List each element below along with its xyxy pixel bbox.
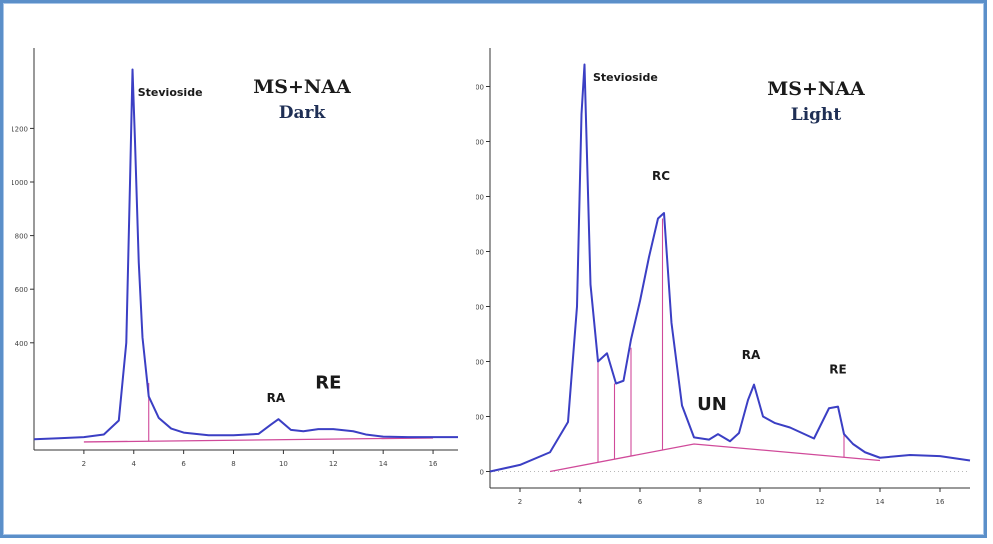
condition-subtitle: Light (790, 105, 842, 125)
y-tick-label: 400 (15, 340, 28, 348)
condition-label-dark: MS+NAA Dark (232, 74, 372, 126)
x-tick-label: 2 (82, 460, 86, 468)
chromatogram-trace (33, 68, 458, 441)
y-tick-label: 500 (476, 194, 484, 202)
x-tick-label: 10 (756, 498, 765, 506)
peak-label: RA (267, 391, 286, 405)
y-tick-label: 100 (476, 414, 484, 422)
chromatogram-light-panel: 0 100 200 300 400 500 600 700 2 4 6 8 10 12 14 16 Stevio… (471, 18, 976, 518)
peak-label: Stevioside (593, 71, 658, 84)
y-tick-label: 700 (476, 84, 484, 92)
x-tick-label: 8 (698, 498, 702, 506)
y-tick-label: 300 (476, 304, 484, 312)
integration-baseline (83, 437, 434, 443)
condition-subtitle: Dark (278, 103, 326, 123)
y-tick-label: 0 (480, 469, 484, 477)
y-tick-label: 200 (476, 359, 484, 367)
integration-baseline (549, 443, 881, 473)
x-tick-label: 4 (132, 460, 137, 468)
x-tick-label: 2 (518, 498, 522, 506)
peak-label: Stevioside (138, 86, 203, 99)
y-tick-label: 400 (476, 249, 484, 257)
x-tick-label: 12 (816, 498, 825, 506)
y-tick-label: 600 (15, 286, 28, 294)
x-tick-label: 8 (231, 460, 235, 468)
peak-label: UN (697, 394, 727, 415)
y-tick-label: 1000 (12, 179, 28, 187)
chromatogram-dark-panel: 400 600 800 1000 1200 2 4 6 8 10 12 14 16 Stevioside R… (10, 18, 464, 518)
chromatogram-light-chart: 0 100 200 300 400 500 600 700 2 4 6 8 10 12 14 16 Stevio… (471, 48, 971, 506)
y-tick-label: 600 (476, 139, 484, 147)
x-tick-label: 4 (578, 498, 583, 506)
x-tick-label: 14 (379, 460, 388, 468)
peak-label: RC (652, 169, 670, 183)
condition-title: MS+NAA (767, 78, 865, 100)
x-tick-label: 16 (429, 460, 438, 468)
x-tick-label: 12 (329, 460, 338, 468)
peak-label: RE (829, 363, 846, 377)
y-tick-label: 800 (15, 233, 28, 241)
x-tick-label: 6 (638, 498, 643, 506)
peak-label: RA (742, 348, 761, 362)
peak-label: RE (315, 372, 341, 393)
chromatogram-dark-chart: 400 600 800 1000 1200 2 4 6 8 10 12 14 16 Stevioside R… (10, 48, 458, 468)
x-tick-label: 6 (181, 460, 186, 468)
chromatogram-trace (489, 63, 971, 473)
x-tick-label: 14 (876, 498, 885, 506)
condition-label-light: MS+NAA Light (746, 76, 886, 128)
x-tick-label: 10 (279, 460, 288, 468)
y-tick-label: 1200 (12, 125, 28, 133)
x-tick-label: 16 (936, 498, 945, 506)
condition-title: MS+NAA (253, 76, 351, 98)
